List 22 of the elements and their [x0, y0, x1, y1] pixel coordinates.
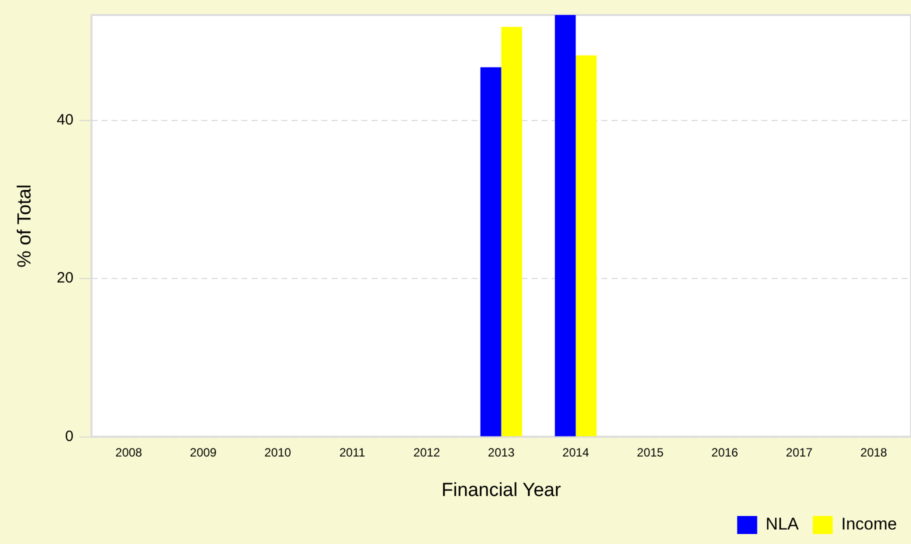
x-tick-label: 2012: [413, 445, 440, 460]
x-tick-label: 2013: [488, 445, 515, 460]
y-tick-label: 20: [56, 270, 74, 287]
bar: [501, 26, 522, 436]
bar: [576, 55, 597, 436]
y-axis-title: % of Total: [14, 184, 36, 268]
legend-label: Income: [841, 514, 897, 534]
y-tick-label: 0: [65, 428, 74, 445]
legend-label: NLA: [766, 514, 800, 534]
x-tick-label: 2009: [190, 445, 217, 460]
x-tick-label: 2018: [860, 445, 888, 460]
bar: [480, 67, 502, 436]
x-axis-title: Financial Year: [442, 480, 562, 501]
y-tick-label: 40: [56, 111, 74, 128]
x-tick-label: 2014: [562, 445, 590, 460]
x-tick-label: 2015: [636, 445, 664, 460]
x-tick-label: 2016: [711, 445, 738, 460]
x-tick-label: 2017: [786, 445, 813, 460]
x-tick-label: 2010: [264, 445, 292, 460]
x-tick-label: 2011: [339, 445, 366, 460]
bar: [554, 15, 576, 436]
x-tick-label: 2008: [115, 445, 142, 460]
